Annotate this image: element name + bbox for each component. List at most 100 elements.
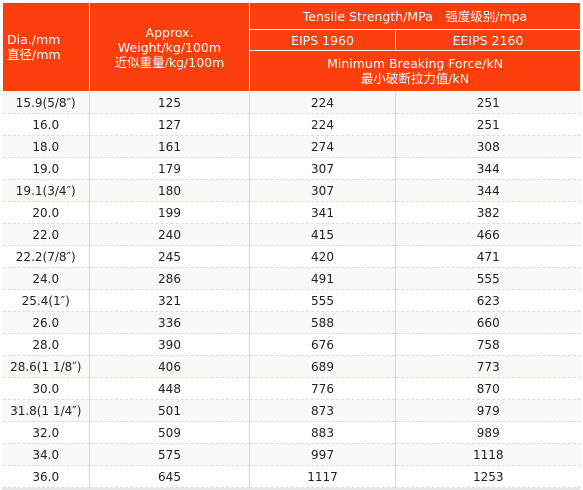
cell-eips-1960: 341 — [249, 201, 396, 224]
cell-diameter: 16.0 — [2, 113, 90, 136]
cell-eips-1960: 307 — [249, 179, 396, 202]
cell-weight: 575 — [89, 443, 250, 466]
cell-eips-1960: 873 — [249, 399, 396, 422]
cell-eips-1960: 274 — [249, 135, 396, 158]
table-row: 31.8(1 1/4″) 501 873 979 — [2, 399, 581, 422]
table-row: 22.2(7/8″) 245 420 471 — [2, 245, 581, 268]
table-row: 28.6(1 1/8″) 406 689 773 — [2, 355, 581, 378]
cell-eeips-2160: 989 — [395, 421, 581, 444]
cell-eips-1960: 1117 — [249, 465, 396, 488]
cell-weight: 509 — [89, 421, 250, 444]
cell-eips-1960: 224 — [249, 91, 396, 114]
table-row: 30.0 448 776 870 — [2, 377, 581, 400]
cell-eeips-2160: 344 — [395, 157, 581, 180]
cell-diameter: 22.0 — [2, 223, 90, 246]
cell-eips-1960: 224 — [249, 113, 396, 136]
cell-weight: 245 — [89, 245, 250, 268]
cell-diameter: 36.0 — [2, 465, 90, 488]
cell-weight: 390 — [89, 333, 250, 356]
cell-eeips-2160: 1253 — [395, 465, 581, 488]
header-diameter: Dia./mm 直径/mm — [2, 2, 90, 92]
header-weight-en: Approx. Weight/kg/100m — [117, 24, 222, 55]
cell-eeips-2160: 251 — [395, 91, 581, 114]
cell-eeips-2160: 471 — [395, 245, 581, 268]
cell-eips-1960: 676 — [249, 333, 396, 356]
header-diameter-en: Dia./mm — [7, 32, 61, 47]
cell-weight: 125 — [89, 91, 250, 114]
cell-weight: 336 — [89, 311, 250, 334]
cell-eips-1960: 415 — [249, 223, 396, 246]
cell-diameter: 30.0 — [2, 377, 90, 400]
cell-eeips-2160: 623 — [395, 289, 581, 312]
header-breaking-force-en: Minimum Breaking Force/kN — [327, 56, 503, 71]
table-row: 34.0 575 997 1118 — [2, 443, 581, 466]
cell-weight: 127 — [89, 113, 250, 136]
table-row: 36.0 645 1117 1253 — [2, 465, 581, 488]
table-row: 25.4(1″) 321 555 623 — [2, 289, 581, 312]
cell-diameter: 25.4(1″) — [2, 289, 90, 312]
cell-eeips-2160: 979 — [395, 399, 581, 422]
header-grade-eips: EIPS 1960 — [249, 29, 396, 51]
header-breaking-force: Minimum Breaking Force/kN 最小破断拉力值/kN — [249, 50, 581, 92]
cell-eeips-2160: 466 — [395, 223, 581, 246]
cell-eeips-2160: 758 — [395, 333, 581, 356]
table-row: 24.0 286 491 555 — [2, 267, 581, 290]
cell-eips-1960: 776 — [249, 377, 396, 400]
table-row: 22.0 240 415 466 — [2, 223, 581, 246]
cell-diameter: 18.0 — [2, 135, 90, 158]
cell-eips-1960: 689 — [249, 355, 396, 378]
cell-eips-1960: 997 — [249, 443, 396, 466]
table-header: Dia./mm 直径/mm Approx. Weight/kg/100m 近似重… — [2, 2, 581, 92]
cell-weight: 179 — [89, 157, 250, 180]
cell-eeips-2160: 660 — [395, 311, 581, 334]
cell-weight: 501 — [89, 399, 250, 422]
cell-diameter: 20.0 — [2, 201, 90, 224]
cell-diameter: 34.0 — [2, 443, 90, 466]
cell-eips-1960: 555 — [249, 289, 396, 312]
cell-eeips-2160: 382 — [395, 201, 581, 224]
cell-eeips-2160: 555 — [395, 267, 581, 290]
cell-eips-1960: 420 — [249, 245, 396, 268]
cell-weight: 321 — [89, 289, 250, 312]
cell-eeips-2160: 1118 — [395, 443, 581, 466]
table-row: 19.0 179 307 344 — [2, 157, 581, 180]
cell-weight: 645 — [89, 465, 250, 488]
cell-eips-1960: 883 — [249, 421, 396, 444]
header-weight-zh: 近似重量/kg/100m — [114, 54, 225, 70]
cell-eeips-2160: 870 — [395, 377, 581, 400]
cell-diameter: 28.0 — [2, 333, 90, 356]
cell-diameter: 19.1(3/4″) — [2, 179, 90, 202]
header-grade-eeips: EEIPS 2160 — [395, 29, 581, 51]
header-diameter-zh: 直径/mm — [7, 47, 61, 62]
cell-diameter: 22.2(7/8″) — [2, 245, 90, 268]
cell-weight: 180 — [89, 179, 250, 202]
header-tensile-strength: Tensile Strength/MPa 强度级别/mpa — [249, 2, 581, 30]
table-body: 15.9(5/8″) 125 224 251 16.0 127 224 251 18.0 161 2… — [2, 91, 581, 488]
cell-diameter: 24.0 — [2, 267, 90, 290]
header-weight: Approx. Weight/kg/100m 近似重量/kg/100m — [89, 2, 250, 92]
table-row: 16.0 127 224 251 — [2, 113, 581, 136]
cell-eips-1960: 491 — [249, 267, 396, 290]
cell-diameter: 31.8(1 1/4″) — [2, 399, 90, 422]
cell-diameter: 32.0 — [2, 421, 90, 444]
cell-weight: 240 — [89, 223, 250, 246]
cell-eips-1960: 307 — [249, 157, 396, 180]
table-row: 26.0 336 588 660 — [2, 311, 581, 334]
table-row: 19.1(3/4″) 180 307 344 — [2, 179, 581, 202]
cell-eeips-2160: 308 — [395, 135, 581, 158]
cell-diameter: 28.6(1 1/8″) — [2, 355, 90, 378]
cell-weight: 161 — [89, 135, 250, 158]
table-row: 28.0 390 676 758 — [2, 333, 581, 356]
cell-diameter: 19.0 — [2, 157, 90, 180]
table-row: 32.0 509 883 989 — [2, 421, 581, 444]
table-row: 18.0 161 274 308 — [2, 135, 581, 158]
cell-diameter: 26.0 — [2, 311, 90, 334]
cell-weight: 286 — [89, 267, 250, 290]
cell-diameter: 15.9(5/8″) — [2, 91, 90, 114]
table-row: 20.0 199 341 382 — [2, 201, 581, 224]
cell-eips-1960: 588 — [249, 311, 396, 334]
cell-eeips-2160: 251 — [395, 113, 581, 136]
cell-weight: 448 — [89, 377, 250, 400]
